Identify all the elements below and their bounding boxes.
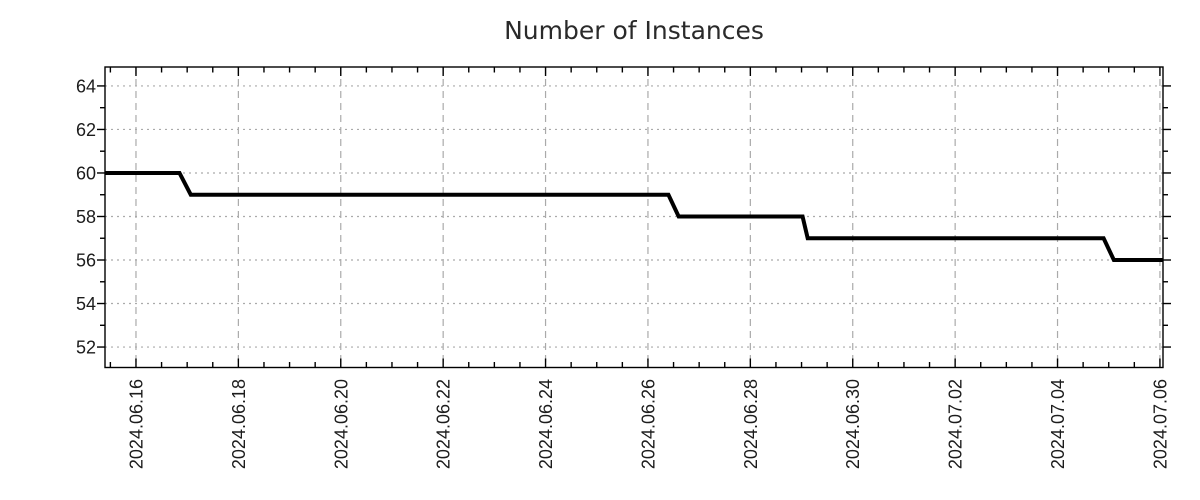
y-tick-label: 62 xyxy=(76,120,96,140)
data-series-layer xyxy=(105,170,1163,263)
x-tick-label: 2024.06.16 xyxy=(126,379,146,469)
y-tick-label: 54 xyxy=(76,294,96,314)
x-tick-label: 2024.07.04 xyxy=(1048,379,1068,469)
y-tick-label: 60 xyxy=(76,163,96,183)
x-tick-label: 2024.07.02 xyxy=(946,379,966,469)
x-tick-label: 2024.06.18 xyxy=(229,379,249,469)
grid-layer xyxy=(105,67,1163,368)
y-tick-label: 58 xyxy=(76,207,96,227)
x-tick-label: 2024.07.06 xyxy=(1150,379,1170,469)
x-tick-label: 2024.06.24 xyxy=(536,379,556,469)
x-tick-label: 2024.06.26 xyxy=(638,379,658,469)
x-tick-label: 2024.06.20 xyxy=(331,379,351,469)
axis-label-layer: 2024.06.16 2024.06.18 2024.06.20 2024.06.22… xyxy=(76,76,1170,469)
y-tick-label: 56 xyxy=(76,251,96,271)
y-tick-label: 52 xyxy=(76,338,96,358)
plot-border xyxy=(104,66,1164,369)
x-tick-label: 2024.06.30 xyxy=(843,379,863,469)
tick-layer xyxy=(97,67,1171,368)
y-tick-label: 64 xyxy=(76,76,96,96)
x-tick-label: 2024.06.22 xyxy=(434,379,454,469)
chart-title: Number of Instances xyxy=(504,16,764,45)
x-tick-label: 2024.06.28 xyxy=(741,379,761,469)
data-line-instances xyxy=(105,170,1163,263)
